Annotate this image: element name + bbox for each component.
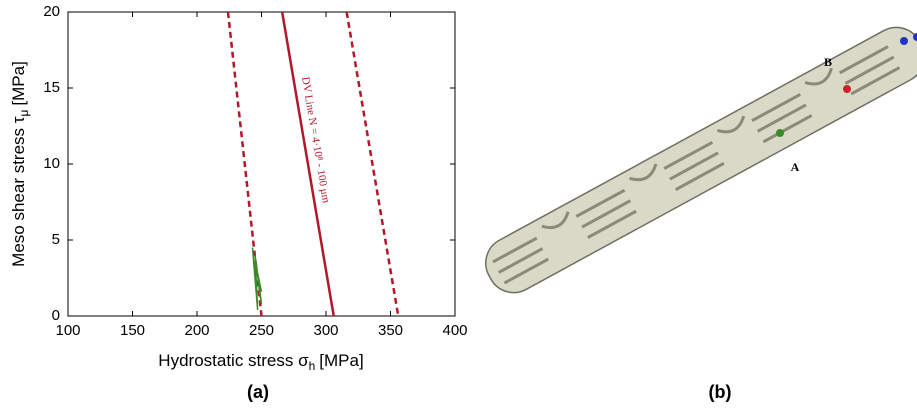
axis-label-unit: [MPa] <box>319 351 363 370</box>
axis-label-text: Hydrostatic stress σ <box>158 351 309 370</box>
y-tick-label: 15 <box>43 79 60 96</box>
panel-label: (b) <box>709 382 732 402</box>
series-line <box>280 11 335 317</box>
axis-label: Meso shear stress τμ [MPa] <box>9 61 31 267</box>
point-a-label: A <box>791 160 800 174</box>
point-dot <box>900 37 908 45</box>
y-tick-label: 0 <box>52 307 60 324</box>
axis-label-sub: μ <box>17 110 31 117</box>
point-dot <box>913 33 917 41</box>
point-a-dot <box>776 129 784 137</box>
series-line <box>345 11 400 317</box>
y-tick-label: 20 <box>43 3 60 20</box>
axis-label-unit: [MPa] <box>9 61 28 105</box>
axis-label-sub: h <box>309 359 316 373</box>
point-b-label: B <box>824 55 832 69</box>
x-tick-label: 400 <box>442 322 467 339</box>
x-tick-label: 250 <box>249 322 274 339</box>
stent-tube <box>485 26 917 294</box>
x-tick-label: 150 <box>120 322 145 339</box>
x-tick-label: 300 <box>313 322 338 339</box>
x-tick-label: 350 <box>378 322 403 339</box>
series-line <box>251 247 263 310</box>
y-tick-label: 10 <box>43 155 60 172</box>
point-b-dot <box>843 85 851 93</box>
plot-frame <box>67 11 456 317</box>
x-tick-label: 200 <box>184 322 209 339</box>
y-tick-label: 5 <box>52 231 60 248</box>
stent <box>485 26 917 294</box>
x-tick-label: 100 <box>55 322 80 339</box>
panel-label: (a) <box>247 382 269 402</box>
axis-label-text: Meso shear stress τ <box>9 116 28 267</box>
axis-label: Hydrostatic stress σh [MPa] <box>158 351 363 373</box>
stent-struts <box>492 45 901 285</box>
